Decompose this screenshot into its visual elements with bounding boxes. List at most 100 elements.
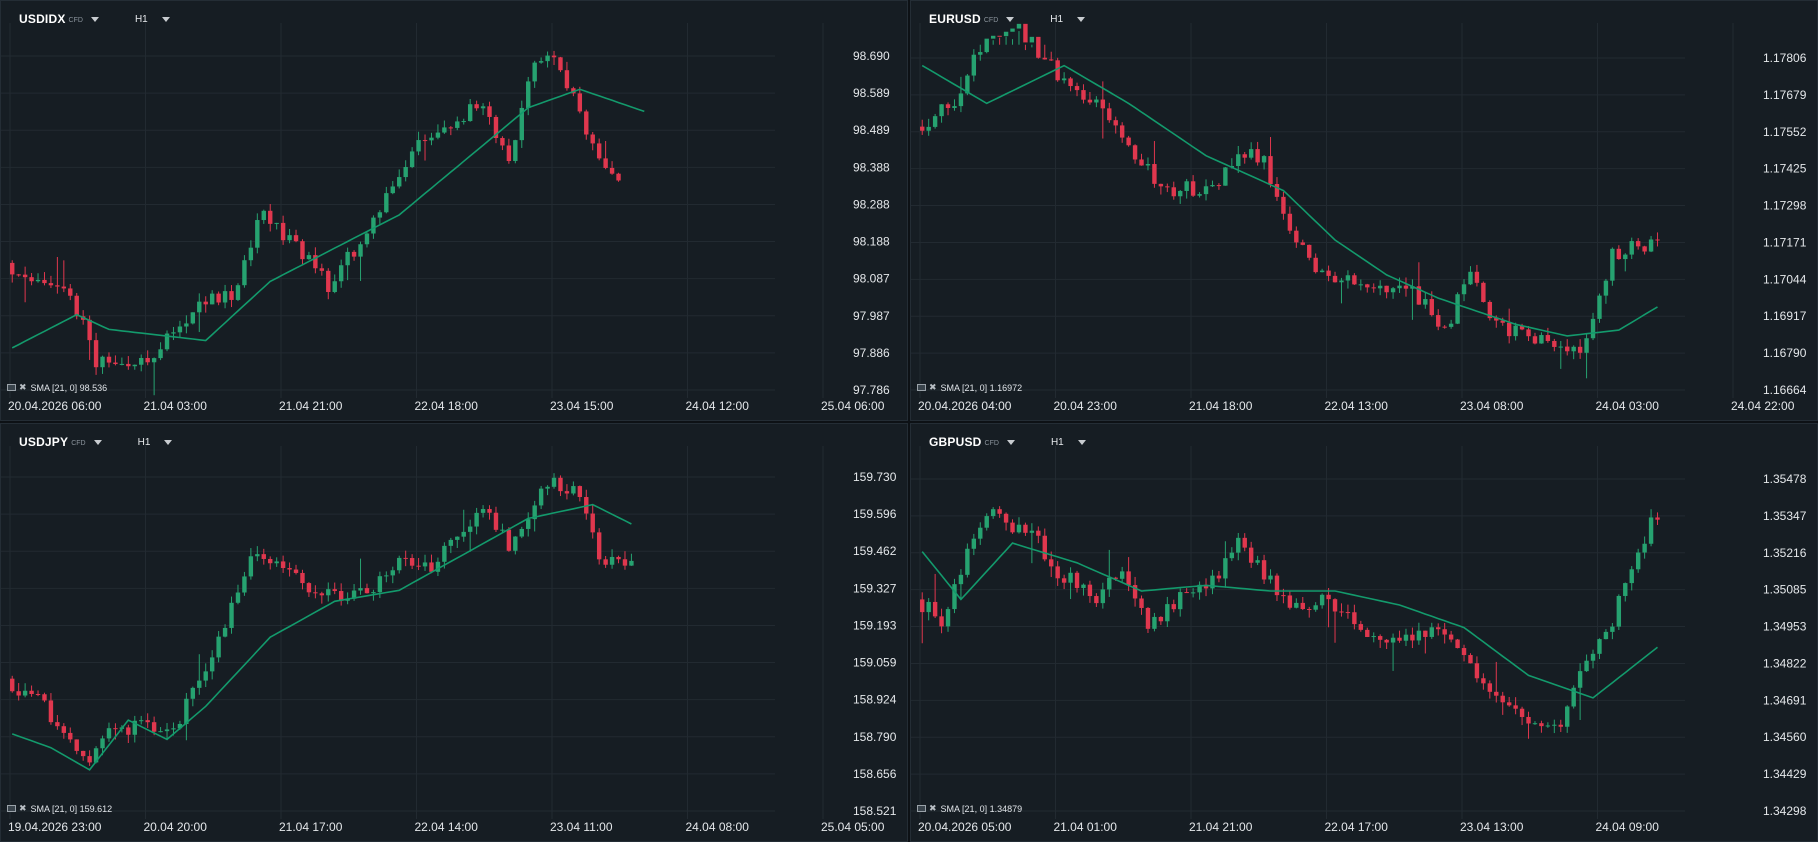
candle-body	[306, 583, 312, 593]
chart-panel-gbpusd[interactable]: 1.35478 1.35347 1.35216 1.35085 1.34953 1.348…	[910, 423, 1818, 842]
candle-body	[351, 590, 357, 599]
candle-body	[1494, 691, 1499, 696]
candle-body	[1061, 78, 1067, 81]
candle-body	[229, 291, 234, 300]
candle-body	[280, 222, 286, 241]
candle-body	[1590, 653, 1596, 661]
candle-body	[1087, 584, 1093, 597]
candle-body	[1119, 571, 1125, 579]
x-tick-label: 23.04 11:00	[550, 820, 613, 834]
candle-body	[577, 486, 583, 498]
timeframe-label[interactable]: H1	[1050, 436, 1064, 448]
timeframe-chevron-down-icon[interactable]	[1077, 439, 1086, 445]
usdjpy-chart[interactable]: 159.730 159.596 159.462 159.327 159.193 159.0…	[1, 424, 908, 842]
symbol-chevron-down-icon[interactable]	[1006, 16, 1015, 22]
gbpusd-chart[interactable]: 1.35478 1.35347 1.35216 1.35085 1.34953 1.348…	[911, 424, 1818, 842]
indicator-close-icon[interactable]: ✖	[929, 382, 937, 392]
candle-body	[958, 574, 964, 585]
indicator-close-icon[interactable]: ✖	[929, 803, 937, 813]
timeframe-selector[interactable]: H1	[1051, 437, 1086, 448]
symbol-label[interactable]: GBPUSD	[929, 435, 982, 449]
y-tick-label: 1.17044	[1763, 272, 1807, 286]
candle-body	[629, 560, 634, 566]
candle-body	[255, 554, 260, 557]
candle-body	[1274, 575, 1280, 596]
x-tick-label: 22.04 13:00	[1325, 399, 1389, 413]
y-tick-label: 158.790	[853, 730, 897, 744]
candle-body	[1448, 634, 1454, 640]
eurusd-chart[interactable]: 1.17806 1.17679 1.17552 1.17425 1.17298 1.171…	[911, 1, 1818, 421]
timeframe-selector[interactable]: H1	[135, 14, 170, 25]
candle-body	[1577, 671, 1583, 688]
candle-body	[622, 559, 628, 566]
symbol-chevron-down-icon[interactable]	[93, 439, 102, 445]
candle-body	[397, 557, 402, 571]
candle-body	[1461, 284, 1467, 295]
candle-body	[1313, 605, 1318, 610]
candle-body	[68, 732, 73, 740]
indicator-settings-icon[interactable]	[917, 384, 926, 391]
candle-body	[42, 694, 47, 701]
indicator-settings-icon[interactable]	[917, 805, 926, 812]
candle-body	[80, 750, 86, 757]
candle-body	[1481, 678, 1486, 684]
timeframe-chevron-down-icon[interactable]	[161, 16, 170, 22]
candle-body	[1016, 23, 1022, 29]
chart-panel-usdidx[interactable]: 98.690 98.589 98.489 98.388 98.288 98.188 98.0…	[0, 0, 908, 421]
candle-body	[1384, 639, 1389, 643]
symbol-label[interactable]: EURUSD	[929, 12, 981, 26]
candle-body	[151, 722, 157, 732]
candle-body	[932, 601, 938, 617]
indicator-close-icon[interactable]: ✖	[19, 803, 27, 813]
candle-body	[371, 217, 376, 234]
candle-body	[74, 295, 79, 317]
candle-body	[1236, 154, 1241, 167]
symbol-chevron-down-icon[interactable]	[1006, 439, 1015, 445]
timeframe-label[interactable]: H1	[1050, 13, 1064, 25]
symbol-label[interactable]: USDIDX	[19, 12, 66, 26]
x-tick-label: 21.04 21:00	[1189, 820, 1253, 834]
candle-body	[1358, 284, 1364, 286]
candle-body	[1081, 90, 1086, 100]
candle-body	[74, 739, 79, 751]
indicator-close-icon[interactable]: ✖	[19, 382, 27, 392]
candle-body	[22, 274, 28, 278]
candle-body	[978, 527, 983, 539]
candle-body	[29, 690, 34, 695]
timeframe-selector[interactable]: H1	[138, 437, 173, 448]
candle-body	[1229, 552, 1235, 559]
candle-body	[1223, 558, 1228, 579]
candle-body	[293, 569, 299, 573]
candle-body	[1003, 513, 1009, 523]
timeframe-label[interactable]: H1	[137, 436, 151, 448]
candle-body	[493, 512, 499, 530]
sma-line	[11, 503, 632, 771]
candle-body	[538, 488, 544, 506]
symbol-chevron-down-icon[interactable]	[90, 16, 99, 22]
y-tick-label: 159.730	[853, 470, 897, 484]
candle-body	[87, 319, 92, 341]
candle-body	[1068, 78, 1073, 87]
timeframe-label[interactable]: H1	[134, 13, 148, 25]
candle-body	[1519, 325, 1525, 330]
candle-body	[984, 38, 989, 53]
candle-body	[1307, 609, 1312, 611]
indicator-settings-icon[interactable]	[7, 384, 16, 391]
timeframe-chevron-down-icon[interactable]	[164, 439, 173, 445]
chart-panel-eurusd[interactable]: 1.17806 1.17679 1.17552 1.17425 1.17298 1.171…	[910, 0, 1818, 421]
x-tick-label: 22.04 18:00	[415, 399, 479, 413]
candle-body	[526, 519, 531, 529]
timeframe-chevron-down-icon[interactable]	[1077, 16, 1086, 22]
chart-panel-usdjpy[interactable]: 159.730 159.596 159.462 159.327 159.193 159.0…	[0, 423, 908, 842]
candle-body	[1003, 31, 1009, 37]
candle-body	[190, 312, 196, 324]
x-tick-label: 25.04 06:00	[821, 399, 885, 413]
indicator-settings-icon[interactable]	[7, 805, 16, 812]
y-tick-label: 1.35085	[1763, 583, 1807, 597]
usdidx-chart[interactable]: 98.690 98.589 98.489 98.388 98.288 98.188 98.0…	[1, 1, 908, 421]
symbol-label[interactable]: USDJPY	[19, 435, 69, 449]
candle-body	[958, 93, 964, 107]
timeframe-selector[interactable]: H1	[1050, 13, 1086, 25]
candle-body	[1107, 108, 1112, 121]
